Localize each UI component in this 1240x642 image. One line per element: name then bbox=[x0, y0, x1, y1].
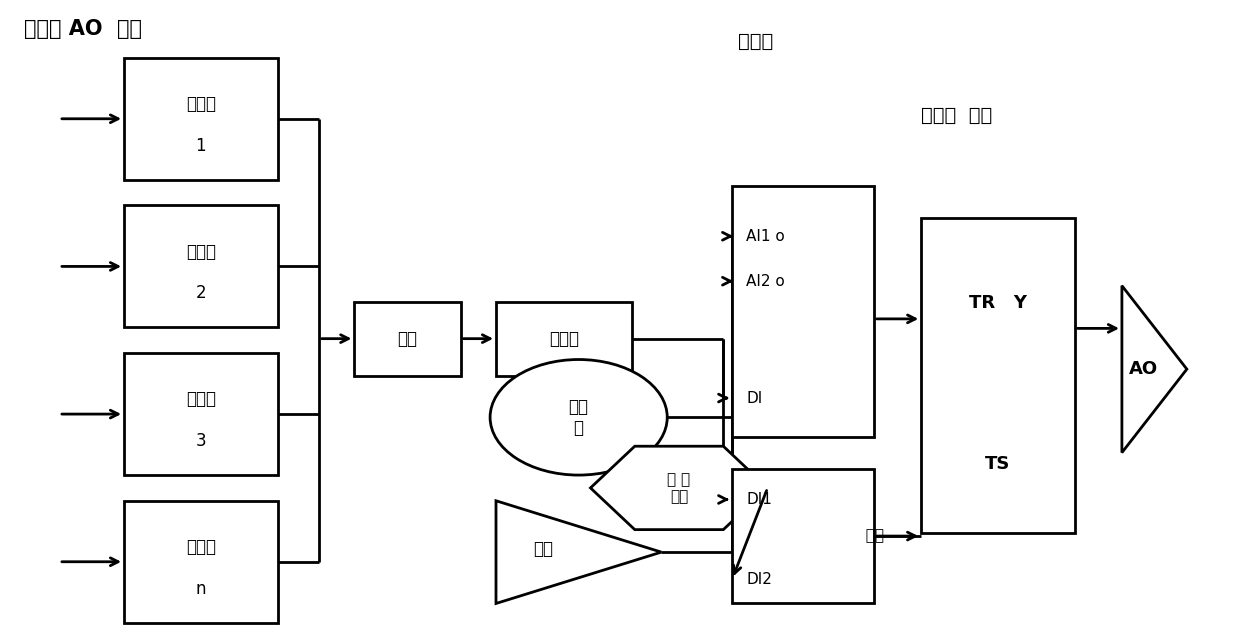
Text: AO: AO bbox=[1128, 360, 1158, 378]
Text: 阀位: 阀位 bbox=[533, 540, 553, 558]
Text: 比较器: 比较器 bbox=[186, 538, 216, 556]
Ellipse shape bbox=[490, 360, 667, 475]
Text: 选择器: 选择器 bbox=[738, 32, 774, 51]
Text: 或门: 或门 bbox=[856, 528, 884, 544]
Polygon shape bbox=[590, 446, 768, 530]
FancyBboxPatch shape bbox=[496, 302, 632, 376]
Text: 3: 3 bbox=[196, 432, 206, 450]
Text: DI1: DI1 bbox=[746, 492, 773, 507]
FancyBboxPatch shape bbox=[124, 501, 278, 623]
FancyBboxPatch shape bbox=[124, 58, 278, 180]
Text: 1: 1 bbox=[196, 137, 206, 155]
Text: DI2: DI2 bbox=[746, 571, 773, 587]
Text: 操作器  指令: 操作器 指令 bbox=[921, 106, 992, 125]
FancyBboxPatch shape bbox=[355, 302, 460, 376]
FancyBboxPatch shape bbox=[732, 469, 874, 603]
Text: 与门: 与门 bbox=[398, 329, 418, 348]
Text: DI: DI bbox=[746, 390, 763, 406]
FancyBboxPatch shape bbox=[124, 353, 278, 475]
Text: 原跟
踪: 原跟 踪 bbox=[569, 398, 589, 437]
FancyBboxPatch shape bbox=[921, 218, 1075, 533]
FancyBboxPatch shape bbox=[732, 186, 874, 437]
Text: 计时器: 计时器 bbox=[549, 329, 579, 348]
Polygon shape bbox=[1122, 286, 1187, 453]
Text: 2: 2 bbox=[196, 284, 206, 302]
Text: 比较器: 比较器 bbox=[186, 390, 216, 408]
Text: TS: TS bbox=[986, 455, 1011, 473]
Text: 跟 踪
开关: 跟 踪 开关 bbox=[667, 472, 691, 504]
Text: AI1 o: AI1 o bbox=[746, 229, 785, 244]
Polygon shape bbox=[496, 501, 661, 603]
Text: 模拟量 AO  指令: 模拟量 AO 指令 bbox=[24, 19, 141, 39]
Text: TR   Y: TR Y bbox=[968, 294, 1027, 312]
Text: 比较器: 比较器 bbox=[186, 243, 216, 261]
FancyBboxPatch shape bbox=[124, 205, 278, 327]
Text: AI2 o: AI2 o bbox=[746, 273, 785, 289]
Text: n: n bbox=[196, 580, 206, 598]
Text: 比较器: 比较器 bbox=[186, 95, 216, 113]
